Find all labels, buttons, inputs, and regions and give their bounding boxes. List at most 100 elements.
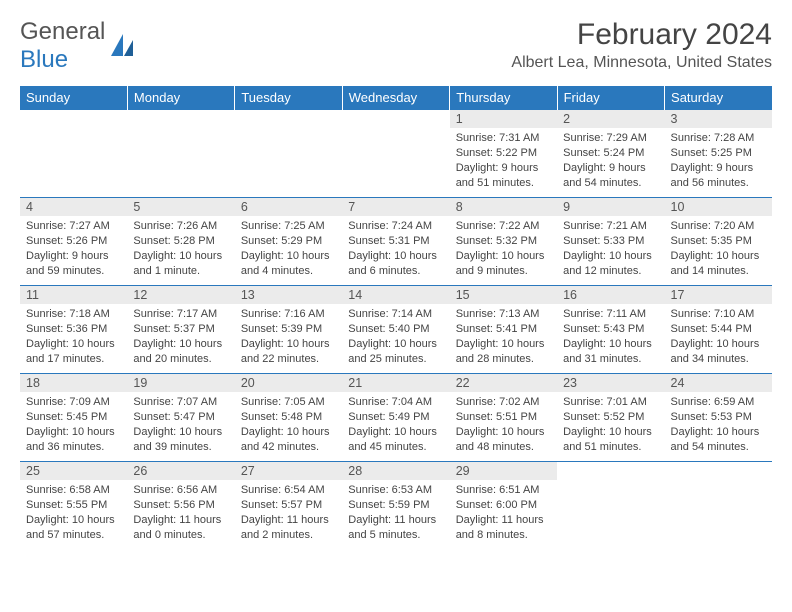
header: General Blue February 2024 Albert Lea, M… — [0, 0, 792, 80]
day-line: Sunset: 5:24 PM — [563, 146, 658, 161]
day-number — [342, 110, 449, 114]
day-line: Sunrise: 7:05 AM — [241, 395, 336, 410]
day-line: Sunrise: 7:25 AM — [241, 219, 336, 234]
title-block: February 2024 Albert Lea, Minnesota, Uni… — [511, 18, 772, 72]
calendar-cell: 9Sunrise: 7:21 AMSunset: 5:33 PMDaylight… — [557, 198, 664, 286]
day-line: Sunset: 5:28 PM — [133, 234, 228, 249]
day-number: 4 — [20, 198, 127, 216]
weekday-header: Saturday — [665, 86, 772, 110]
calendar-cell — [127, 110, 234, 198]
day-line: Sunrise: 7:09 AM — [26, 395, 121, 410]
day-details: Sunrise: 7:29 AMSunset: 5:24 PMDaylight:… — [557, 128, 664, 193]
day-line: Daylight: 11 hours — [456, 513, 551, 528]
day-line: Daylight: 9 hours — [26, 249, 121, 264]
day-number: 27 — [235, 462, 342, 480]
day-details: Sunrise: 7:07 AMSunset: 5:47 PMDaylight:… — [127, 392, 234, 457]
day-line: Daylight: 10 hours — [26, 513, 121, 528]
location-text: Albert Lea, Minnesota, United States — [511, 54, 772, 72]
calendar-cell: 1Sunrise: 7:31 AMSunset: 5:22 PMDaylight… — [450, 110, 557, 198]
day-line: and 12 minutes. — [563, 264, 658, 279]
day-line: Sunrise: 7:11 AM — [563, 307, 658, 322]
day-line: and 9 minutes. — [456, 264, 551, 279]
day-line: Daylight: 10 hours — [241, 337, 336, 352]
calendar-table: Sunday Monday Tuesday Wednesday Thursday… — [20, 86, 772, 550]
day-line: Daylight: 10 hours — [26, 337, 121, 352]
weekday-header: Tuesday — [235, 86, 342, 110]
day-line: and 14 minutes. — [671, 264, 766, 279]
day-line: Sunrise: 6:59 AM — [671, 395, 766, 410]
day-line: Sunset: 5:44 PM — [671, 322, 766, 337]
day-line: Sunrise: 7:31 AM — [456, 131, 551, 146]
day-number: 21 — [342, 374, 449, 392]
calendar-cell: 7Sunrise: 7:24 AMSunset: 5:31 PMDaylight… — [342, 198, 449, 286]
day-line: Sunrise: 7:14 AM — [348, 307, 443, 322]
day-number: 16 — [557, 286, 664, 304]
day-line: Sunrise: 6:56 AM — [133, 483, 228, 498]
day-line: Sunset: 5:41 PM — [456, 322, 551, 337]
day-line: Sunset: 5:57 PM — [241, 498, 336, 513]
calendar-week-row: 1Sunrise: 7:31 AMSunset: 5:22 PMDaylight… — [20, 110, 772, 198]
calendar-cell: 2Sunrise: 7:29 AMSunset: 5:24 PMDaylight… — [557, 110, 664, 198]
day-line: Daylight: 9 hours — [671, 161, 766, 176]
day-line: Sunrise: 7:26 AM — [133, 219, 228, 234]
day-line: and 5 minutes. — [348, 528, 443, 543]
day-line: Sunrise: 7:20 AM — [671, 219, 766, 234]
day-details: Sunrise: 7:18 AMSunset: 5:36 PMDaylight:… — [20, 304, 127, 369]
day-line: Sunrise: 7:13 AM — [456, 307, 551, 322]
day-line: and 25 minutes. — [348, 352, 443, 367]
day-details: Sunrise: 7:14 AMSunset: 5:40 PMDaylight:… — [342, 304, 449, 369]
day-line: and 54 minutes. — [671, 440, 766, 455]
calendar-cell: 22Sunrise: 7:02 AMSunset: 5:51 PMDayligh… — [450, 374, 557, 462]
day-number: 10 — [665, 198, 772, 216]
day-number: 7 — [342, 198, 449, 216]
day-line: and 6 minutes. — [348, 264, 443, 279]
calendar-cell: 15Sunrise: 7:13 AMSunset: 5:41 PMDayligh… — [450, 286, 557, 374]
day-line: Daylight: 10 hours — [348, 249, 443, 264]
brand-logo: General Blue — [20, 18, 137, 74]
day-line: Daylight: 10 hours — [671, 337, 766, 352]
weekday-header: Monday — [127, 86, 234, 110]
day-line: and 45 minutes. — [348, 440, 443, 455]
day-details: Sunrise: 6:54 AMSunset: 5:57 PMDaylight:… — [235, 480, 342, 545]
day-number: 20 — [235, 374, 342, 392]
day-line: and 59 minutes. — [26, 264, 121, 279]
day-line: and 34 minutes. — [671, 352, 766, 367]
sail-icon — [109, 32, 137, 60]
calendar-cell — [557, 462, 664, 550]
day-line: Sunrise: 7:10 AM — [671, 307, 766, 322]
day-line: Daylight: 9 hours — [456, 161, 551, 176]
day-line: Daylight: 10 hours — [26, 425, 121, 440]
day-line: Sunset: 5:51 PM — [456, 410, 551, 425]
day-number: 9 — [557, 198, 664, 216]
day-line: and 48 minutes. — [456, 440, 551, 455]
day-line: Sunrise: 7:27 AM — [26, 219, 121, 234]
day-line: Sunset: 5:39 PM — [241, 322, 336, 337]
day-line: and 36 minutes. — [26, 440, 121, 455]
day-line: Daylight: 10 hours — [133, 425, 228, 440]
day-line: and 51 minutes. — [563, 440, 658, 455]
day-line: Sunrise: 7:17 AM — [133, 307, 228, 322]
day-line: and 54 minutes. — [563, 176, 658, 191]
day-details: Sunrise: 6:56 AMSunset: 5:56 PMDaylight:… — [127, 480, 234, 545]
day-details: Sunrise: 7:22 AMSunset: 5:32 PMDaylight:… — [450, 216, 557, 281]
day-line: Sunset: 5:29 PM — [241, 234, 336, 249]
day-line: Daylight: 11 hours — [133, 513, 228, 528]
calendar-cell: 24Sunrise: 6:59 AMSunset: 5:53 PMDayligh… — [665, 374, 772, 462]
day-number: 17 — [665, 286, 772, 304]
day-line: Daylight: 10 hours — [671, 249, 766, 264]
calendar-cell: 5Sunrise: 7:26 AMSunset: 5:28 PMDaylight… — [127, 198, 234, 286]
day-number: 23 — [557, 374, 664, 392]
day-line: Sunset: 5:55 PM — [26, 498, 121, 513]
day-number — [235, 110, 342, 114]
day-line: Daylight: 10 hours — [241, 249, 336, 264]
day-line: Sunrise: 6:58 AM — [26, 483, 121, 498]
calendar-cell: 13Sunrise: 7:16 AMSunset: 5:39 PMDayligh… — [235, 286, 342, 374]
month-title: February 2024 — [511, 18, 772, 52]
day-line: and 39 minutes. — [133, 440, 228, 455]
day-line: and 42 minutes. — [241, 440, 336, 455]
calendar-week-row: 18Sunrise: 7:09 AMSunset: 5:45 PMDayligh… — [20, 374, 772, 462]
day-line: and 51 minutes. — [456, 176, 551, 191]
calendar-cell — [342, 110, 449, 198]
calendar-cell: 20Sunrise: 7:05 AMSunset: 5:48 PMDayligh… — [235, 374, 342, 462]
day-number: 13 — [235, 286, 342, 304]
